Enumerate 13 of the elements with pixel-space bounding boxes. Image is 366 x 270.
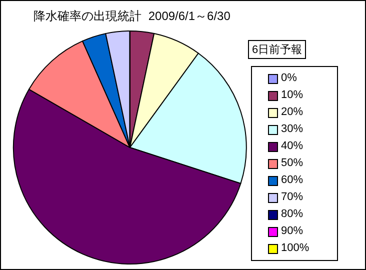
legend-label: 10% — [281, 88, 304, 103]
legend-label: 60% — [281, 173, 304, 188]
legend-label: 20% — [281, 105, 304, 120]
legend-label: 100% — [281, 241, 310, 256]
legend-label: 0% — [281, 71, 297, 86]
legend-label: 30% — [281, 122, 304, 137]
legend-label: 70% — [281, 190, 304, 205]
legend-label: 50% — [281, 156, 304, 171]
legend-label: 40% — [281, 139, 304, 154]
chart-title: 降水確率の出現統計 2009/6/1～6/30 — [34, 9, 231, 24]
legend-label: 90% — [281, 224, 304, 239]
legend-title: 6日前予報 — [248, 40, 306, 59]
legend-label: 80% — [281, 207, 304, 222]
